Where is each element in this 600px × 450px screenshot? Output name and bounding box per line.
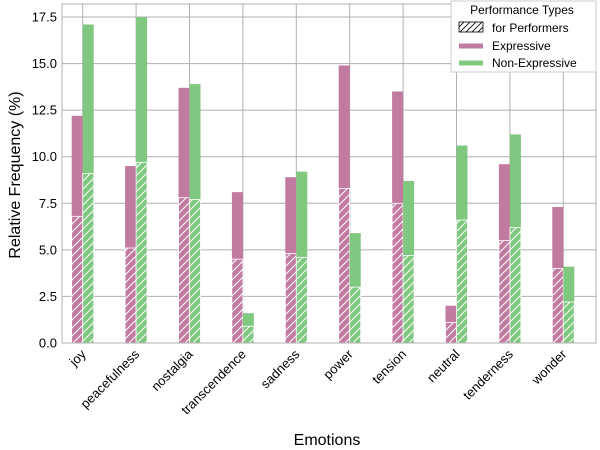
bar-for-performers-expressive-transcendence — [231, 258, 244, 344]
bar-for-performers-non-expressive-tension — [402, 255, 415, 344]
y-tick-labels: 0.0 2.5 5.0 7.5 10.0 12.5 15.0 17.5 — [32, 10, 57, 351]
x-tick-label: tenderness — [460, 346, 516, 402]
y-tick-label: 17.5 — [32, 10, 57, 25]
y-tick-label: 0.0 — [39, 336, 57, 351]
bar-for-performers-non-expressive-peacefulness — [135, 161, 148, 344]
legend-label-for-performers: for Performers — [492, 21, 569, 35]
y-tick-label: 7.5 — [39, 196, 57, 211]
bar-for-performers-expressive-tension — [391, 202, 404, 344]
bar-for-performers-non-expressive-neutral — [456, 219, 468, 344]
y-tick-label: 2.5 — [39, 289, 57, 304]
x-tick-label: wonder — [528, 346, 570, 388]
bar-for-performers-expressive-tenderness — [498, 240, 511, 344]
x-tick-label: neutral — [424, 346, 463, 385]
bar-for-performers-non-expressive-power — [349, 286, 362, 344]
bar-for-performers-non-expressive-transcendence — [242, 325, 255, 344]
legend-title: Performance Types — [470, 3, 574, 17]
y-tick-label: 10.0 — [32, 149, 57, 164]
bar-for-performers-non-expressive-sadness — [295, 256, 308, 344]
y-tick-label: 5.0 — [39, 242, 57, 257]
bar-for-performers-non-expressive-joy — [82, 173, 95, 344]
bar-for-performers-non-expressive-wonder — [562, 301, 575, 344]
bar-for-performers-non-expressive-tenderness — [509, 227, 522, 344]
plot-frame — [61, 3, 597, 344]
legend-swatch-hatch — [458, 21, 484, 33]
bar-for-performers-expressive-power — [338, 188, 351, 344]
y-axis-label: Relative Frequency (%) — [7, 91, 24, 258]
y-tick-label: 12.5 — [32, 103, 57, 118]
x-tick-label: power — [320, 346, 356, 382]
x-tick-label: sadness — [258, 346, 303, 391]
legend: Performance Types for Performers Express… — [450, 0, 597, 73]
x-tick-label: tension — [369, 347, 409, 387]
bar-for-performers-expressive-sadness — [284, 253, 297, 344]
bar-for-performers-expressive-wonder — [551, 268, 564, 344]
bar-for-performers-expressive-nostalgia — [178, 197, 190, 344]
bar-for-performers-expressive-peacefulness — [124, 247, 137, 344]
legend-box — [450, 0, 597, 73]
y-tick-label: 15.0 — [32, 56, 57, 71]
x-axis-label: Emotions — [294, 432, 361, 449]
legend-label-non-expressive: Non-Expressive — [492, 56, 577, 70]
bar-for-performers-expressive-neutral — [445, 322, 457, 344]
bars — [71, 17, 575, 344]
bar-for-performers-non-expressive-nostalgia — [189, 199, 201, 344]
x-tick-label: joy — [66, 346, 89, 369]
legend-label-expressive: Expressive — [492, 39, 551, 53]
bar-for-performers-expressive-joy — [71, 215, 84, 344]
x-tick-label: nostalgia — [148, 346, 196, 394]
